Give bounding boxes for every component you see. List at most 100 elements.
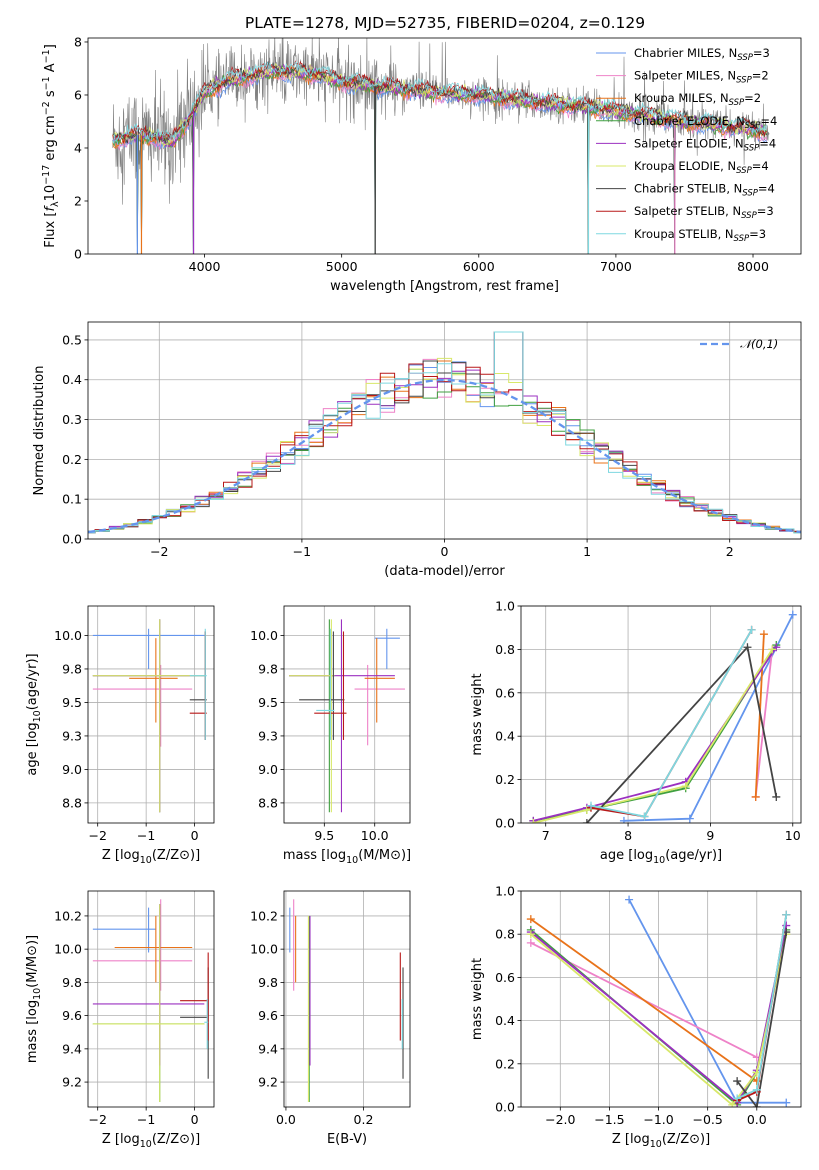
age_vs_mass-grid	[284, 606, 410, 823]
spectrum-model-kroupa-miles	[112, 63, 767, 150]
weight_vs_age-marker	[640, 812, 649, 821]
weight_vs_age-marker	[751, 792, 760, 801]
figure-title: PLATE=1278, MJD=52735, FIBERID=0204, z=0…	[245, 14, 645, 32]
weight_vs_age-series-kroupa-elodie	[529, 645, 777, 823]
residuals-ytick-label: 0.2	[62, 452, 82, 467]
spectrum-ytick-label: 6	[74, 87, 82, 102]
age_vs_Z-ytick-label: 9.3	[62, 728, 82, 743]
weight_vs_age-marker	[772, 643, 781, 652]
age_vs_mass-ytick-label: 9.3	[258, 728, 278, 743]
weight_vs_Z-ytick-label: 0.0	[495, 1100, 515, 1115]
mass_vs_EBV-ytick-label: 10.2	[250, 908, 278, 923]
residuals-ytick-label: 0.1	[62, 492, 82, 507]
normal-reference-curve	[88, 379, 801, 534]
weight_vs_Z-xlabel: Z [log10(Z/Z⊙)]	[612, 1132, 710, 1150]
spectrum-xtick-label: 4000	[189, 259, 221, 274]
age_vs_Z-xtick-label: −1	[137, 828, 155, 843]
weight_vs_Z-marker	[526, 938, 535, 947]
residuals-ylabel: Normed distribution	[32, 366, 47, 496]
legend-label-kroupa-miles: Kroupa MILES, NSSP=2	[634, 91, 761, 108]
weight_vs_age-ytick-label: 1.0	[495, 599, 515, 614]
spectrum-plot-area	[112, 38, 770, 254]
weight_vs_age-ytick-label: 0.8	[495, 642, 515, 657]
legend-label-salpeter-miles: Salpeter MILES, NSSP=2	[634, 69, 769, 86]
age_vs_Z-xlabel: Z [log10(Z/Z⊙)]	[102, 848, 200, 866]
weight_vs_age-marker	[582, 819, 591, 823]
age_vs_mass-point-kroupa-stelib	[316, 628, 335, 740]
mass_vs_Z-point-salpeter-miles	[92, 899, 193, 991]
mass_vs_Z-point-kroupa-elodie	[92, 904, 205, 1103]
weight_vs_age-ytick-label: 0.0	[495, 816, 515, 831]
weight_vs_age-marker	[587, 801, 595, 810]
age_vs_mass-ytick-label: 9.0	[258, 762, 278, 777]
weight_vs_age-xtick-label: 10	[785, 828, 801, 843]
weight_vs_age-marker	[747, 625, 756, 634]
weight_vs_age-frame	[520, 605, 802, 824]
spectrum-ytick-label: 4	[74, 140, 82, 155]
mass_vs_Z-panel: −2 −1 0 9.2 9.4 9.6 9.8 10.0 10.2 Z [log10(Z/Z⊙)]…	[25, 890, 215, 1150]
spectrum-xtick-label: 5000	[326, 259, 358, 274]
weight_vs_age-marker	[759, 630, 768, 639]
age_vs_Z-ytick-label: 9.0	[62, 762, 82, 777]
residuals-xtick-label: −1	[293, 544, 311, 559]
weight_vs_Z-marker	[728, 1100, 737, 1107]
age_vs_Z-xtick-label: 0	[191, 828, 199, 843]
weight_vs_Z-marker	[526, 930, 535, 939]
mass_vs_Z-ytick-label: 9.8	[62, 975, 82, 990]
weight_vs_Z-xtick-label: −1.0	[643, 1112, 673, 1127]
weight_vs_age-marker	[768, 645, 777, 654]
age_vs_mass-plot-area	[289, 619, 405, 813]
legend-label-normal: 𝒩(0,1)	[740, 337, 778, 351]
age_vs_Z-frame	[87, 605, 215, 824]
age_vs_mass-point-chabrier-stelib	[299, 631, 345, 740]
mass_vs_EBV-xtick-label: 0.2	[354, 1112, 374, 1127]
weight_vs_age-series-chabrier-stelib	[582, 643, 781, 823]
age_vs_Z-point-kroupa-elodie	[92, 619, 205, 813]
residuals-xtick-label: 2	[726, 544, 734, 559]
spectrum-panel: 4000 5000 6000 7000 8000 0 2 4 6 8 wavelength [Ang…	[41, 34, 802, 294]
spectrum-ytick-label: 2	[74, 193, 82, 208]
age_vs_Z-ytick-label: 9.8	[62, 661, 82, 676]
spectrum-ytick-label: 8	[74, 34, 82, 49]
mass_vs_EBV-ytick-label: 10.0	[250, 942, 278, 957]
mass_vs_EBV-ytick-label: 9.2	[258, 1075, 278, 1090]
age_vs_Z-ytick-label: 9.5	[62, 695, 82, 710]
age_vs_mass-xtick-label: 9.5	[314, 828, 334, 843]
weight_vs_Z-ytick-label: 0.4	[495, 1013, 515, 1028]
age_vs_mass-ytick-label: 9.5	[258, 695, 278, 710]
mass_vs_Z-point-salpeter-stelib	[180, 952, 209, 1041]
weight_vs_age-marker	[685, 814, 694, 823]
age_vs_mass-xtick-label: 10.0	[361, 828, 389, 843]
legend-label-kroupa-stelib: Kroupa STELIB, NSSP=3	[634, 227, 766, 244]
residuals-xtick-label: −2	[150, 544, 168, 559]
weight_vs_Z-plot-area	[526, 895, 791, 1107]
legend-label-chabrier-elodie: Chabrier ELODIE, NSSP=4	[634, 114, 777, 131]
weight_vs_age-xlabel: age [log10(age/yr)]	[600, 848, 722, 866]
spectrum-xlabel: wavelength [Angstrom, rest frame]	[330, 279, 559, 294]
spectrum-ytick-label: 0	[74, 247, 82, 262]
weight_vs_age-marker	[743, 643, 752, 652]
mass_vs_EBV-grid	[284, 891, 410, 1107]
mass_vs_Z-ylabel: mass [log10(M/M⊙)]	[25, 935, 43, 1063]
weight_vs_age-plot-area	[529, 610, 797, 823]
spectrum-xtick-label: 7000	[600, 259, 632, 274]
age_vs_mass-point-chabrier-miles	[374, 628, 400, 669]
age_vs_mass-ytick-label: 10.0	[250, 628, 278, 643]
age_vs_mass-point-kroupa-elodie	[289, 619, 335, 813]
mass_vs_EBV-xtick-label: 0.0	[276, 1112, 296, 1127]
residuals-plot-area	[88, 331, 801, 534]
weight_vs_age-marker	[788, 610, 797, 619]
mass_vs_Z-xtick-label: −1	[137, 1112, 155, 1127]
residuals-ytick-label: 0.0	[62, 532, 82, 547]
weight_vs_age-xtick-label: 7	[542, 828, 550, 843]
weight_vs_Z-xtick-label: −2.0	[545, 1112, 575, 1127]
residuals-panel: −2 −1 0 1 2 0.0 0.1 0.2 0.3 0.4 0.5 (data-model)/er…	[32, 321, 802, 579]
weight_vs_Z-series-kroupa-miles	[526, 915, 761, 1086]
legend-label-kroupa-elodie: Kroupa ELODIE, NSSP=4	[634, 159, 769, 176]
age_vs_Z-panel: −2 −1 0 8.8 9.0 9.3 9.5 9.8 10.0 Z [log10(Z/Z⊙)] a…	[25, 605, 215, 866]
mass_vs_Z-ytick-label: 9.4	[62, 1041, 82, 1056]
spectrum-model-kroupa-stelib	[112, 61, 768, 144]
age_vs_mass-point-kroupa-miles	[364, 638, 395, 723]
age_vs_mass-xlabel: mass [log10(M/M⊙)]	[283, 848, 411, 866]
